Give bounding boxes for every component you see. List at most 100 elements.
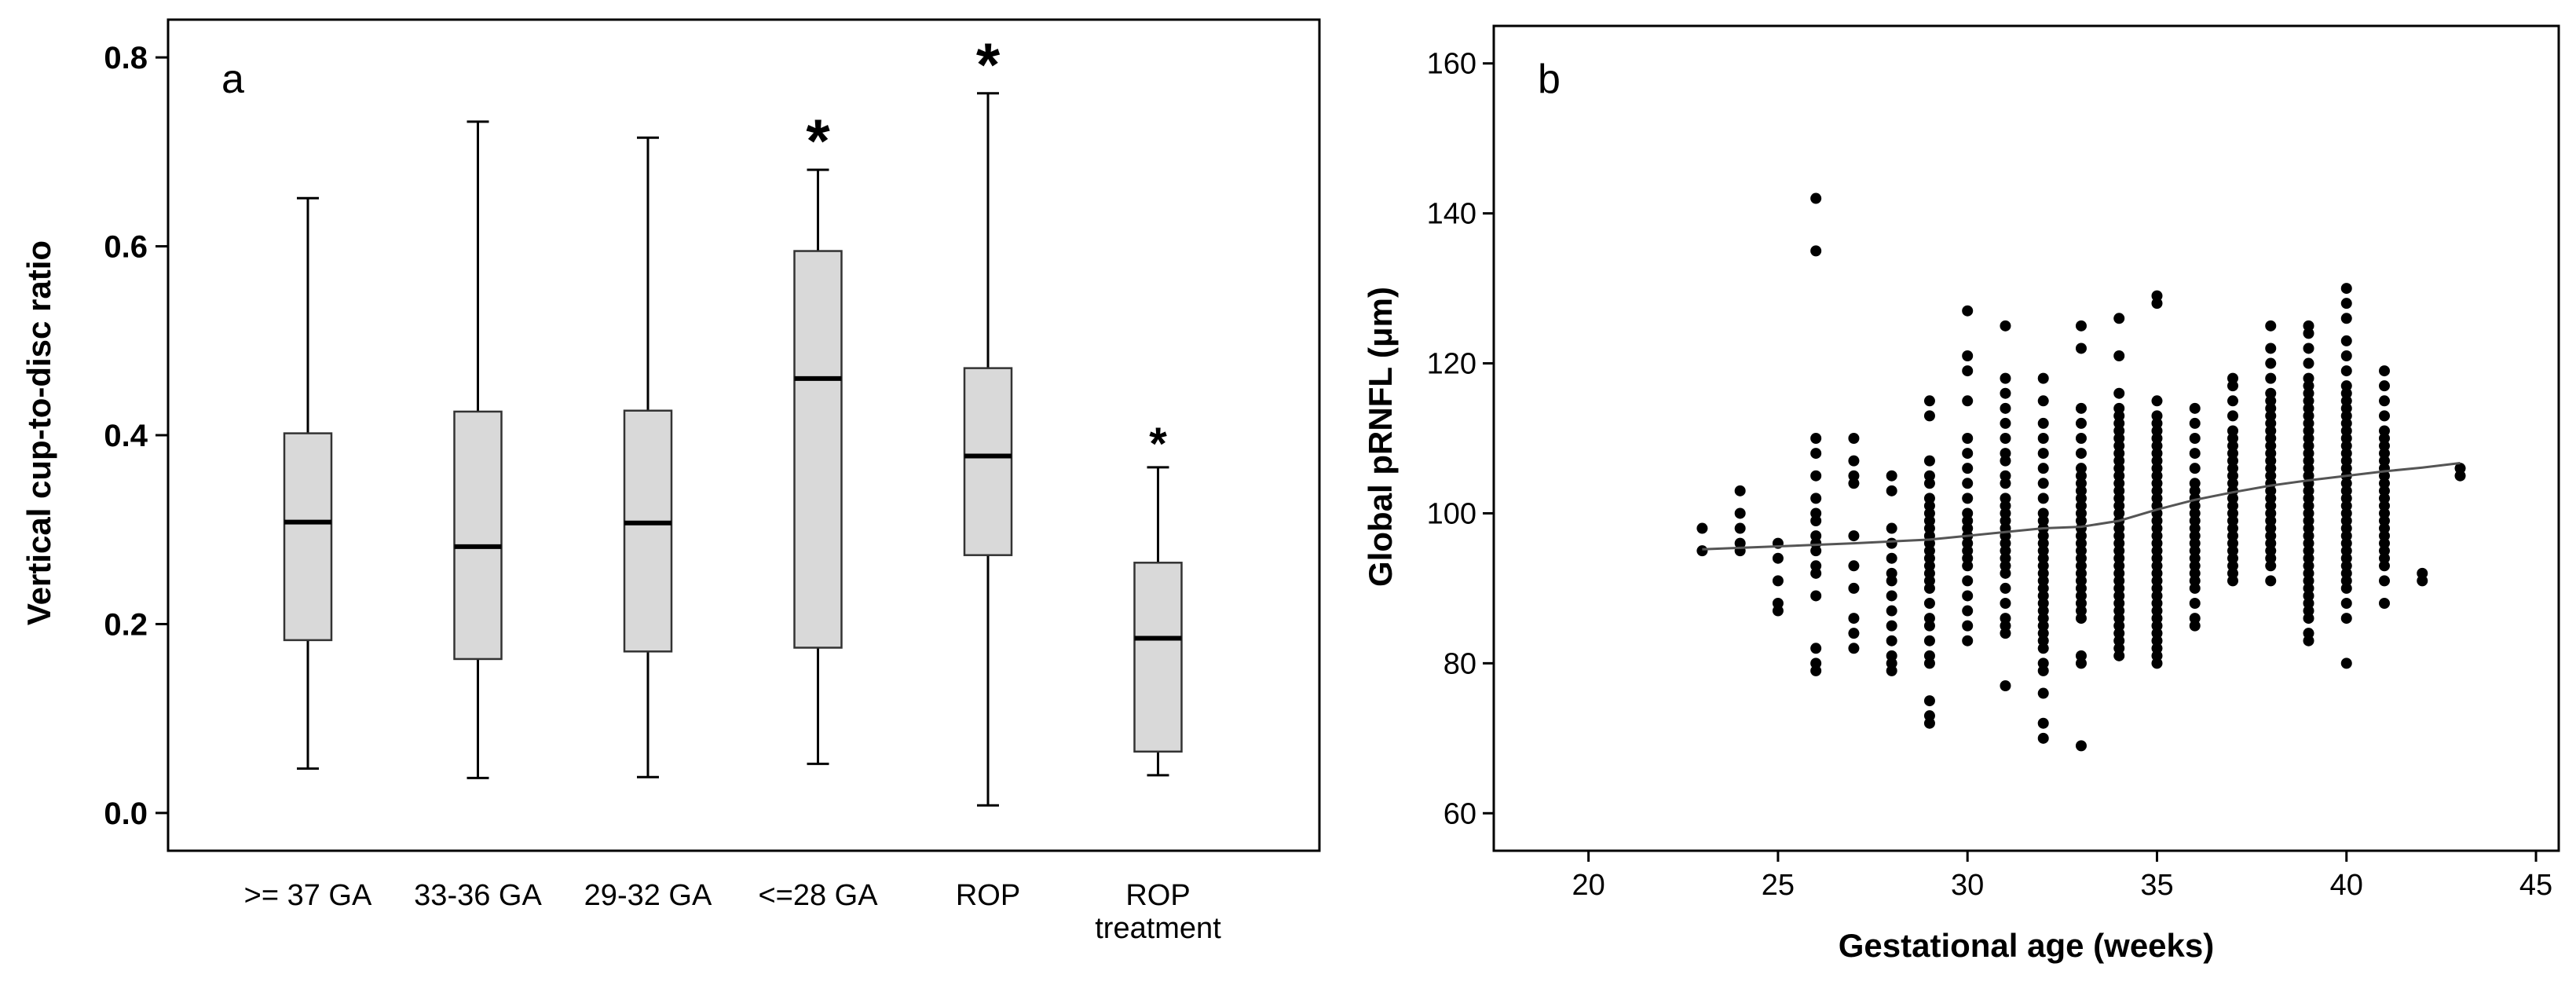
data-point [1734, 522, 1746, 534]
data-point [2037, 717, 2049, 729]
panel-b-x-tick-label: 45 [2519, 869, 2552, 902]
data-point [2113, 650, 2125, 661]
data-point [1962, 605, 1974, 617]
panel-b-trend-line [1702, 462, 2461, 551]
data-point [2379, 598, 2391, 609]
data-point [2037, 395, 2049, 407]
data-point [1962, 463, 1974, 474]
data-point [2340, 350, 2352, 361]
panel-a-x-tick-label: 33-36 GA [414, 879, 542, 912]
data-point [1810, 643, 1822, 654]
data-point [2189, 402, 2201, 414]
data-point [1962, 478, 1974, 489]
data-point [1923, 410, 1935, 422]
data-point [2075, 448, 2087, 460]
data-point [1696, 522, 1708, 534]
data-point [2113, 387, 2125, 399]
data-point [2189, 598, 2201, 609]
data-point [1886, 590, 1897, 602]
data-point [1923, 620, 1935, 632]
iqr-box [623, 409, 673, 653]
data-point [2075, 417, 2087, 429]
data-point [1810, 433, 1822, 444]
data-point [1848, 455, 1860, 467]
data-point [2000, 455, 2011, 467]
data-point [2340, 658, 2352, 669]
panel-b-y-ticks: 60 80 100 120 140 160 [1427, 48, 1494, 830]
data-point [2075, 320, 2087, 331]
data-point [2000, 320, 2011, 331]
data-point [1886, 575, 1897, 587]
data-point [2000, 433, 2011, 444]
panel-b-plot-frame [1492, 24, 2560, 852]
panel-a-y-tick-label: 0.0 [104, 797, 148, 831]
data-point [2189, 448, 2201, 460]
data-point [2379, 410, 2391, 422]
panel-a-y-tick-label: 0.4 [104, 419, 148, 453]
data-point [2379, 380, 2391, 392]
data-point [2303, 328, 2314, 339]
data-point [2189, 417, 2201, 429]
panel-a-boxes: * * * [283, 30, 1183, 807]
panel-b-x-tick-label: 35 [2140, 869, 2173, 902]
data-point [1848, 478, 1860, 489]
data-point [2303, 342, 2314, 354]
data-point [1886, 537, 1897, 549]
data-point [2379, 365, 2391, 377]
data-point [2340, 598, 2352, 609]
data-point [2340, 582, 2352, 594]
data-point [1810, 590, 1822, 602]
data-point [2000, 417, 2011, 429]
data-point [2000, 628, 2011, 639]
data-point [2000, 387, 2011, 399]
data-point [1848, 560, 1860, 572]
data-point [2113, 313, 2125, 324]
panel-a-x-tick-label: 29-32 GA [584, 879, 712, 912]
panel-a-x-tick-labels: >= 37 GA 33-36 GA 29-32 GA <=28 GA ROP ROPtre… [244, 879, 1222, 945]
data-point [1962, 575, 1974, 587]
data-point [1923, 455, 1935, 467]
data-point [1772, 605, 1784, 617]
data-point [1886, 485, 1897, 496]
significance-star: * [806, 106, 830, 175]
panel-b-y-tick-label: 120 [1427, 348, 1476, 381]
data-point [2151, 298, 2163, 310]
iqr-box [283, 432, 333, 642]
data-point [2000, 680, 2011, 691]
panel-b-y-tick-label: 160 [1427, 48, 1476, 81]
data-point [1772, 552, 1784, 564]
data-point [2037, 732, 2049, 744]
panel-b-y-tick-label: 100 [1427, 497, 1476, 530]
data-point [1886, 635, 1897, 647]
data-point [2340, 613, 2352, 625]
panel-b-x-ticks: 20 25 30 35 40 45 [1572, 851, 2552, 902]
data-point [2151, 658, 2163, 669]
data-point [1810, 665, 1822, 676]
data-point [1962, 365, 1974, 377]
data-point [1848, 643, 1860, 654]
data-point [2000, 372, 2011, 384]
panel-b-scatter: b Global pRNFL (μm) Gestational age (wee… [1362, 24, 2560, 964]
data-point [2075, 613, 2087, 625]
data-point [1810, 567, 1822, 579]
data-point [1923, 658, 1935, 669]
panel-a-y-tick-label: 0.6 [104, 230, 148, 265]
panel-b-x-tick-label: 25 [1762, 869, 1795, 902]
data-point [1810, 493, 1822, 504]
panel-b-y-tick-label: 60 [1444, 797, 1476, 830]
data-point [1962, 493, 1974, 504]
data-point [2265, 357, 2277, 369]
panel-a-box-3 [623, 136, 673, 778]
data-point [2265, 575, 2277, 587]
panel-b-x-tick-label: 40 [2330, 869, 2363, 902]
data-point [1848, 613, 1860, 625]
panel-a-box-1 [283, 196, 333, 770]
data-point [1848, 628, 1860, 639]
panel-b-x-tick-label: 20 [1572, 869, 1605, 902]
data-point [1923, 635, 1935, 647]
data-point [1962, 635, 1974, 647]
data-point [2075, 658, 2087, 669]
data-point [2075, 342, 2087, 354]
data-point [1962, 350, 1974, 361]
